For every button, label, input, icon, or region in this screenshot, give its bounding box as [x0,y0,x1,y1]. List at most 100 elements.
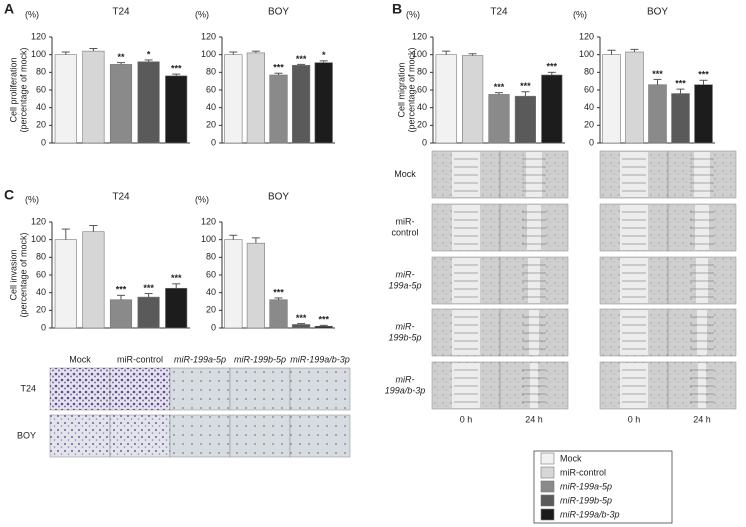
y-tick-label: 120 [201,31,216,41]
scratch [452,310,480,355]
scratch [452,258,480,303]
y-tick-label: 120 [201,216,216,226]
micrograph [229,414,291,458]
unit-label: (%) [573,9,587,19]
y-axis-label: (percentage of mock) [18,232,28,317]
bar [314,62,333,144]
row-label: miR- [396,216,415,226]
y-tick-label: 20 [206,305,216,315]
y-tick-label: 60 [206,84,216,94]
scratch [620,152,648,197]
legend-swatch [540,480,555,493]
y-tick-label: 0 [422,137,427,147]
chart-title: BOY [268,192,289,203]
panel-label: B [392,1,402,17]
unit-label: (%) [406,9,420,19]
chart-title: T24 [490,7,508,18]
time-label: 0 h [628,414,641,424]
significance: *** [520,81,531,91]
bar [137,296,160,329]
significance: *** [143,283,154,293]
scratch [694,152,710,197]
bar [82,231,105,329]
time-label: 0 h [460,414,473,424]
y-tick-label: 60 [36,269,46,279]
legend-box [533,450,673,524]
y-tick-label: 60 [206,269,216,279]
bar [165,75,188,144]
y-tick-label: 60 [417,84,427,94]
y-tick-label: 0 [211,137,216,147]
y-tick-label: 20 [36,120,46,130]
y-tick-label: 100 [412,49,427,59]
significance: *** [273,287,284,297]
bar [269,299,288,329]
bar [314,325,333,329]
y-axis-label: (percentage of mock) [18,47,28,132]
significance: * [147,49,151,59]
legend-label: miR-199b-5p [560,495,612,505]
time-label: 24 h [525,414,543,424]
chart-title: BOY [647,7,668,18]
scratch [527,205,541,250]
bar [648,84,667,144]
scratch [452,152,480,197]
y-tick-label: 40 [36,102,46,112]
micrograph [109,414,171,458]
significance: ** [117,52,125,62]
y-tick-label: 100 [31,234,46,244]
row-label: miR- [396,321,415,331]
scratch [696,258,708,303]
scratch [526,152,542,197]
y-tick-label: 120 [31,216,46,226]
significance: *** [698,70,709,80]
y-tick-label: 80 [206,252,216,262]
legend-label: miR-199a-5p [560,481,612,491]
scratch [452,363,480,408]
bar [224,239,243,329]
y-tick-label: 0 [589,137,594,147]
y-tick-label: 100 [31,49,46,59]
y-tick-label: 60 [584,84,594,94]
bar [694,84,713,144]
significance: *** [652,69,663,79]
y-tick-label: 0 [41,137,46,147]
significance: *** [171,63,182,73]
y-tick-label: 40 [584,102,594,112]
panel-label: A [4,1,14,17]
bar [82,50,105,144]
y-axis-label: Cell invasion [8,249,18,300]
y-tick-label: 120 [31,31,46,41]
micrograph [289,414,351,458]
significance: *** [171,273,182,283]
y-tick-label: 20 [36,305,46,315]
y-tick-label: 80 [584,67,594,77]
bar [54,54,77,144]
unit-label: (%) [195,194,209,204]
row-label: T24 [20,383,36,393]
y-tick-label: 40 [206,102,216,112]
significance: *** [273,63,284,73]
y-tick-label: 120 [412,31,427,41]
scratch [528,258,540,303]
scratch [697,310,707,355]
micrograph [169,414,231,458]
column-label: Mock [69,354,91,364]
bar [435,54,457,144]
y-tick-label: 80 [206,67,216,77]
bar [137,61,160,144]
column-label: miR-control [117,354,163,364]
y-tick-label: 100 [201,49,216,59]
row-label: 199a/b-3p [385,385,426,395]
bar [246,52,266,144]
significance: * [322,50,326,60]
micrograph [289,367,351,411]
bar [602,54,621,144]
row-label: miR- [396,269,415,279]
bar [625,51,644,144]
significance: *** [494,82,505,92]
micrograph [229,367,291,411]
significance: *** [675,78,686,88]
